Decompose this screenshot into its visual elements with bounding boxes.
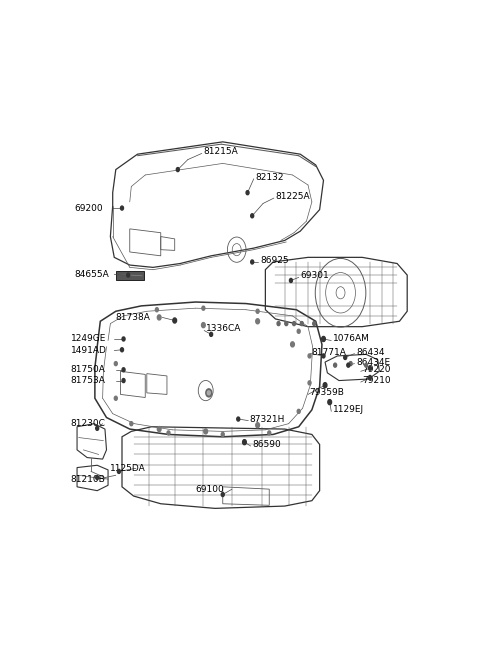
Text: 81738A: 81738A xyxy=(116,313,151,322)
Circle shape xyxy=(202,306,205,310)
Circle shape xyxy=(114,396,117,400)
Text: 1125DA: 1125DA xyxy=(110,464,146,473)
Circle shape xyxy=(277,321,280,325)
Text: 69301: 69301 xyxy=(300,272,329,280)
Circle shape xyxy=(221,493,224,497)
Circle shape xyxy=(323,382,327,388)
Circle shape xyxy=(167,431,170,435)
Circle shape xyxy=(237,417,240,421)
Text: 69100: 69100 xyxy=(196,485,224,493)
Circle shape xyxy=(202,323,205,327)
Circle shape xyxy=(96,426,99,430)
Circle shape xyxy=(369,375,372,380)
Circle shape xyxy=(246,191,249,195)
Circle shape xyxy=(256,309,259,314)
Text: 1249GE: 1249GE xyxy=(71,335,106,344)
Circle shape xyxy=(207,391,210,395)
Circle shape xyxy=(334,363,336,367)
Circle shape xyxy=(256,422,260,428)
Circle shape xyxy=(157,426,161,432)
Circle shape xyxy=(290,342,294,347)
Text: 86590: 86590 xyxy=(252,440,281,449)
Circle shape xyxy=(96,476,99,480)
Text: 81225A: 81225A xyxy=(276,192,310,201)
Circle shape xyxy=(322,337,325,342)
Circle shape xyxy=(297,409,300,413)
Text: 84655A: 84655A xyxy=(74,270,108,279)
Text: 69200: 69200 xyxy=(74,203,103,213)
Text: 1491AD: 1491AD xyxy=(71,346,107,355)
Polygon shape xyxy=(116,271,144,281)
Text: 86434: 86434 xyxy=(356,348,384,357)
Circle shape xyxy=(349,361,352,365)
Circle shape xyxy=(210,333,213,337)
Text: 86925: 86925 xyxy=(260,256,288,265)
Text: 79220: 79220 xyxy=(362,365,391,375)
Circle shape xyxy=(122,379,125,382)
Circle shape xyxy=(347,363,350,367)
Circle shape xyxy=(344,356,347,359)
Text: 81771A: 81771A xyxy=(312,348,347,357)
Circle shape xyxy=(256,319,260,324)
Circle shape xyxy=(369,366,372,370)
Text: 79210: 79210 xyxy=(362,376,391,385)
Circle shape xyxy=(308,381,311,385)
Circle shape xyxy=(130,422,133,426)
Circle shape xyxy=(221,432,224,436)
Circle shape xyxy=(156,308,158,312)
Circle shape xyxy=(365,363,368,367)
Text: 1129EJ: 1129EJ xyxy=(333,405,364,415)
Circle shape xyxy=(204,429,207,434)
Text: 81210B: 81210B xyxy=(71,475,106,483)
Circle shape xyxy=(289,278,292,283)
Text: 86434E: 86434E xyxy=(356,358,390,367)
Circle shape xyxy=(300,321,303,325)
Circle shape xyxy=(120,206,123,210)
Circle shape xyxy=(268,431,271,435)
Circle shape xyxy=(122,368,125,372)
Circle shape xyxy=(176,167,180,172)
Text: 81230C: 81230C xyxy=(71,419,106,428)
Text: 81750A: 81750A xyxy=(71,365,106,375)
Text: 1336CA: 1336CA xyxy=(206,325,241,333)
Circle shape xyxy=(322,354,325,358)
Circle shape xyxy=(308,354,311,358)
Circle shape xyxy=(328,400,332,405)
Circle shape xyxy=(285,321,288,325)
Text: 81215A: 81215A xyxy=(204,148,238,156)
Text: 79359B: 79359B xyxy=(310,388,345,398)
Circle shape xyxy=(114,361,117,365)
Circle shape xyxy=(173,318,177,323)
Circle shape xyxy=(122,337,125,341)
Circle shape xyxy=(251,214,254,218)
Circle shape xyxy=(206,389,212,397)
Circle shape xyxy=(157,315,161,320)
Circle shape xyxy=(242,440,246,445)
Circle shape xyxy=(312,321,316,325)
Text: 87321H: 87321H xyxy=(250,415,285,424)
Text: 82132: 82132 xyxy=(255,173,284,182)
Text: 81753A: 81753A xyxy=(71,376,106,385)
Circle shape xyxy=(251,260,254,264)
Circle shape xyxy=(118,470,120,474)
Circle shape xyxy=(120,348,123,352)
Circle shape xyxy=(297,329,300,333)
Circle shape xyxy=(127,273,130,277)
Text: 1076AM: 1076AM xyxy=(333,335,370,344)
Circle shape xyxy=(293,321,296,325)
